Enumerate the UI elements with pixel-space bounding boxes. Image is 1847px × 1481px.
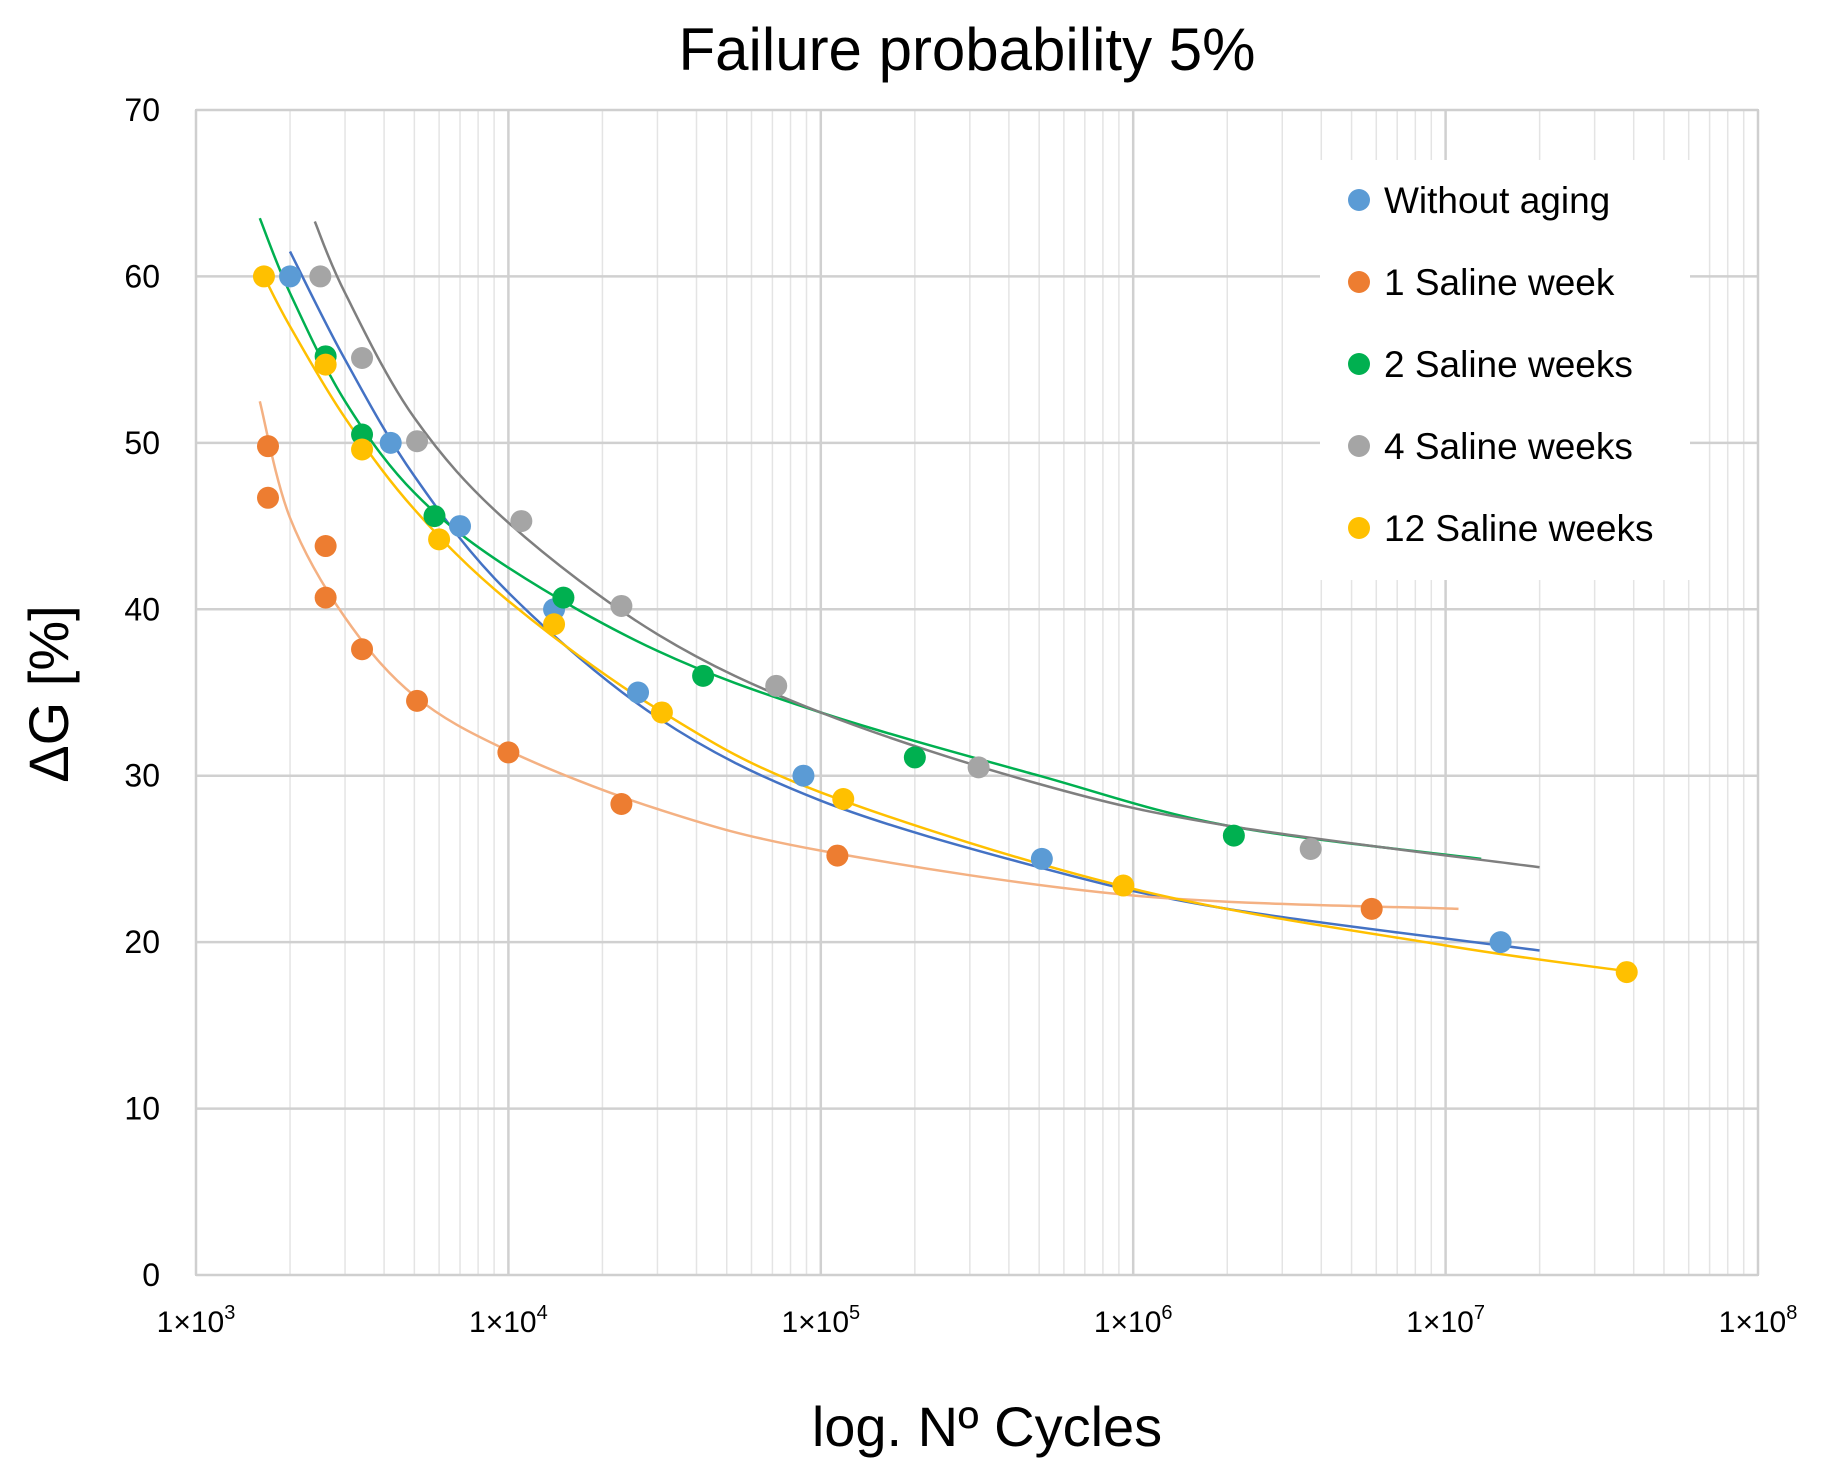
x-tick-label: 1×105	[781, 1302, 860, 1339]
legend-marker-12-saline-weeks	[1348, 517, 1370, 539]
data-point-12-saline-weeks	[1615, 961, 1638, 984]
trendline-2-saline-weeks	[258, 217, 1482, 861]
data-point-without-aging	[379, 431, 402, 454]
trendline-1-saline-week	[258, 400, 1459, 911]
legend-marker-1-saline-week	[1348, 271, 1370, 293]
x-tick-label: 1×108	[1719, 1302, 1798, 1339]
data-point-12-saline-weeks	[314, 353, 337, 376]
data-point-without-aging	[1030, 847, 1053, 870]
data-point-2-saline-weeks	[903, 746, 926, 769]
trendlines	[258, 217, 1634, 974]
y-tick-label: 60	[124, 258, 160, 294]
data-point-2-saline-weeks	[423, 505, 446, 528]
data-point-1-saline-week	[406, 689, 429, 712]
chart-title: Failure probability 5%	[679, 16, 1256, 83]
data-points	[252, 265, 1638, 984]
legend-label-1-saline-week: 1 Saline week	[1384, 262, 1615, 303]
data-point-1-saline-week	[610, 793, 633, 816]
data-point-12-saline-weeks	[351, 438, 374, 461]
data-point-1-saline-week	[256, 435, 279, 458]
data-point-4-saline-weeks	[967, 756, 990, 779]
x-tick-label: 1×107	[1406, 1302, 1485, 1339]
y-tick-label: 0	[142, 1257, 160, 1293]
data-point-4-saline-weeks	[610, 594, 633, 617]
data-point-without-aging	[1489, 931, 1512, 954]
y-tick-label: 30	[124, 758, 160, 794]
x-tick-labels: 1×103 1×104 1×105 1×106 1×107 1×108	[157, 1302, 1798, 1339]
y-tick-label: 40	[124, 591, 160, 627]
data-point-2-saline-weeks	[692, 664, 715, 687]
data-point-1-saline-week	[1360, 897, 1383, 920]
y-axis-label: ΔG [%]	[17, 605, 80, 782]
data-point-without-aging	[792, 764, 815, 787]
legend-marker-4-saline-weeks	[1348, 435, 1370, 457]
legend-label-without-aging: Without aging	[1384, 180, 1610, 221]
grid	[194, 108, 1760, 1277]
data-point-without-aging	[449, 515, 472, 538]
legend-label-2-saline-weeks: 2 Saline weeks	[1384, 344, 1633, 385]
trendline-12-saline-weeks	[262, 275, 1634, 974]
data-point-1-saline-week	[314, 586, 337, 609]
data-point-12-saline-weeks	[832, 788, 855, 811]
y-tick-label: 50	[124, 425, 160, 461]
legend-background	[1320, 160, 1690, 580]
data-point-4-saline-weeks	[406, 430, 429, 453]
data-point-4-saline-weeks	[510, 510, 533, 533]
legend-label-4-saline-weeks: 4 Saline weeks	[1384, 426, 1633, 467]
data-point-4-saline-weeks	[309, 265, 332, 288]
data-point-4-saline-weeks	[351, 346, 374, 369]
data-point-12-saline-weeks	[1112, 874, 1135, 897]
legend-label-12-saline-weeks: 12 Saline weeks	[1384, 508, 1653, 549]
data-point-4-saline-weeks	[1299, 837, 1322, 860]
data-point-12-saline-weeks	[650, 701, 673, 724]
x-tick-label: 1×103	[157, 1302, 236, 1339]
x-tick-label: 1×104	[469, 1302, 548, 1339]
data-point-12-saline-weeks	[543, 613, 566, 636]
legend-marker-2-saline-weeks	[1348, 353, 1370, 375]
x-axis-label: log. Nº Cycles	[812, 1395, 1162, 1458]
y-tick-label: 20	[124, 924, 160, 960]
trendline-4-saline-weeks	[313, 221, 1540, 869]
data-point-2-saline-weeks	[1222, 824, 1245, 847]
legend: Without aging 1 Saline week 2 Saline weeks…	[1320, 160, 1690, 580]
data-point-without-aging	[627, 681, 650, 704]
y-tick-labels: 0 10 20 30 40 50 60 70	[124, 92, 160, 1293]
data-point-12-saline-weeks	[252, 265, 275, 288]
data-point-without-aging	[279, 265, 302, 288]
data-point-2-saline-weeks	[552, 586, 575, 609]
data-point-1-saline-week	[497, 741, 520, 764]
data-point-1-saline-week	[256, 486, 279, 509]
data-point-4-saline-weeks	[765, 674, 788, 697]
x-tick-label: 1×106	[1094, 1302, 1173, 1339]
data-point-1-saline-week	[314, 535, 337, 558]
plot-area-border	[195, 109, 1759, 1276]
data-point-1-saline-week	[351, 638, 374, 661]
legend-marker-without-aging	[1348, 189, 1370, 211]
y-tick-label: 10	[124, 1091, 160, 1127]
data-point-12-saline-weeks	[428, 528, 451, 551]
y-tick-label: 70	[124, 92, 160, 128]
data-point-1-saline-week	[826, 844, 849, 867]
